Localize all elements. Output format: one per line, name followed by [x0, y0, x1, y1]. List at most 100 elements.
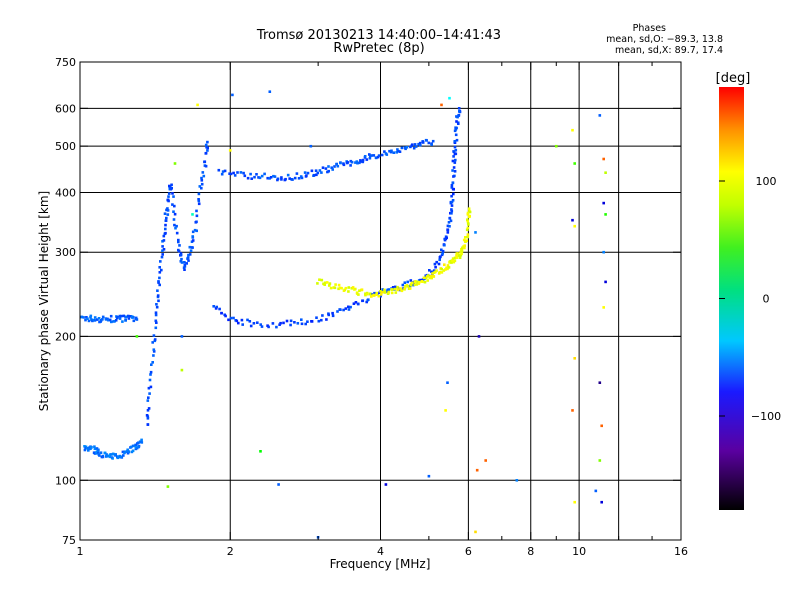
data-point — [330, 166, 333, 169]
data-point — [406, 280, 409, 284]
data-point — [154, 326, 158, 330]
data-point — [600, 500, 603, 504]
data-point — [320, 318, 323, 322]
data-point — [193, 228, 197, 232]
data-point — [454, 133, 458, 137]
data-point — [306, 171, 310, 175]
data-point — [285, 319, 289, 323]
data-point — [328, 282, 332, 285]
data-point — [177, 238, 180, 242]
data-point — [355, 160, 359, 163]
data-point — [391, 286, 395, 289]
data-point — [137, 441, 140, 444]
data-point — [315, 173, 318, 177]
data-point — [410, 281, 414, 285]
data-point — [451, 259, 454, 262]
data-point — [228, 149, 232, 152]
data-point — [80, 315, 84, 319]
data-point — [195, 214, 199, 218]
data-point — [186, 256, 190, 259]
colorbar-tick-label: −100 — [751, 410, 781, 423]
x-tick-label: 16 — [674, 545, 688, 558]
data-point — [443, 243, 446, 247]
chart-title: Tromsø 20130213 14:40:00–14:41:43 — [256, 28, 501, 43]
data-point — [235, 319, 239, 323]
data-point — [336, 310, 339, 313]
data-point — [404, 147, 407, 151]
data-point — [89, 314, 93, 318]
data-point — [440, 253, 444, 257]
data-point — [119, 314, 123, 318]
data-point — [327, 165, 330, 168]
y-tick-label: 300 — [55, 246, 76, 259]
data-point — [342, 308, 345, 312]
colorbar-ticks: 100 0 −100 — [719, 175, 781, 423]
data-point — [351, 286, 355, 289]
y-axis-ticks: 75 100 200 300 400 500 600 750 — [55, 56, 681, 547]
data-point — [227, 318, 230, 322]
data-point — [107, 318, 111, 322]
data-point — [455, 138, 459, 142]
data-point — [306, 320, 309, 323]
data-point — [188, 253, 192, 256]
data-point — [321, 314, 324, 317]
data-point — [433, 262, 437, 266]
data-point — [417, 282, 421, 285]
data-point — [134, 446, 138, 449]
data-point — [167, 195, 170, 198]
data-point — [455, 120, 458, 123]
data-point — [421, 141, 425, 144]
data-point — [229, 316, 233, 320]
data-point — [405, 146, 409, 149]
data-point — [390, 149, 393, 153]
data-point — [317, 319, 321, 323]
data-point — [164, 219, 168, 222]
data-point — [453, 141, 457, 144]
data-point — [370, 154, 373, 157]
colorbar: [deg] 100 0 −100 — [716, 71, 781, 510]
data-point — [573, 224, 576, 228]
data-point — [347, 305, 350, 309]
data-point — [555, 144, 558, 148]
data-point — [373, 291, 376, 295]
data-point — [358, 289, 361, 292]
data-point — [127, 317, 131, 320]
data-point — [446, 231, 450, 234]
data-point — [259, 450, 262, 453]
data-point — [477, 335, 481, 338]
data-point — [205, 145, 208, 149]
data-point — [253, 175, 256, 179]
x-tick-label: 8 — [527, 545, 534, 558]
data-point — [457, 114, 460, 117]
data-point — [359, 160, 363, 163]
data-point — [515, 479, 519, 482]
data-point — [237, 321, 240, 325]
colorbar-label: [deg] — [716, 71, 751, 86]
data-point — [200, 182, 204, 186]
data-point — [450, 261, 453, 264]
data-point — [206, 149, 209, 152]
data-point — [366, 292, 369, 296]
data-point — [337, 283, 341, 287]
data-point — [309, 144, 313, 148]
x-tick-label: 1 — [77, 545, 84, 558]
data-point — [444, 409, 447, 412]
data-point — [336, 164, 340, 168]
data-point — [164, 223, 167, 227]
data-point — [335, 163, 338, 166]
data-point — [303, 171, 307, 174]
data-point — [197, 199, 201, 203]
data-point — [152, 334, 156, 337]
data-point — [180, 261, 184, 264]
data-point — [349, 164, 352, 167]
data-point — [400, 289, 404, 293]
data-point — [153, 338, 157, 341]
data-points — [80, 90, 607, 539]
data-point — [183, 261, 186, 264]
data-point — [180, 368, 184, 372]
data-point — [454, 148, 458, 152]
data-point — [159, 260, 162, 263]
data-point — [154, 313, 158, 317]
data-point — [127, 314, 130, 318]
data-point — [151, 361, 154, 364]
